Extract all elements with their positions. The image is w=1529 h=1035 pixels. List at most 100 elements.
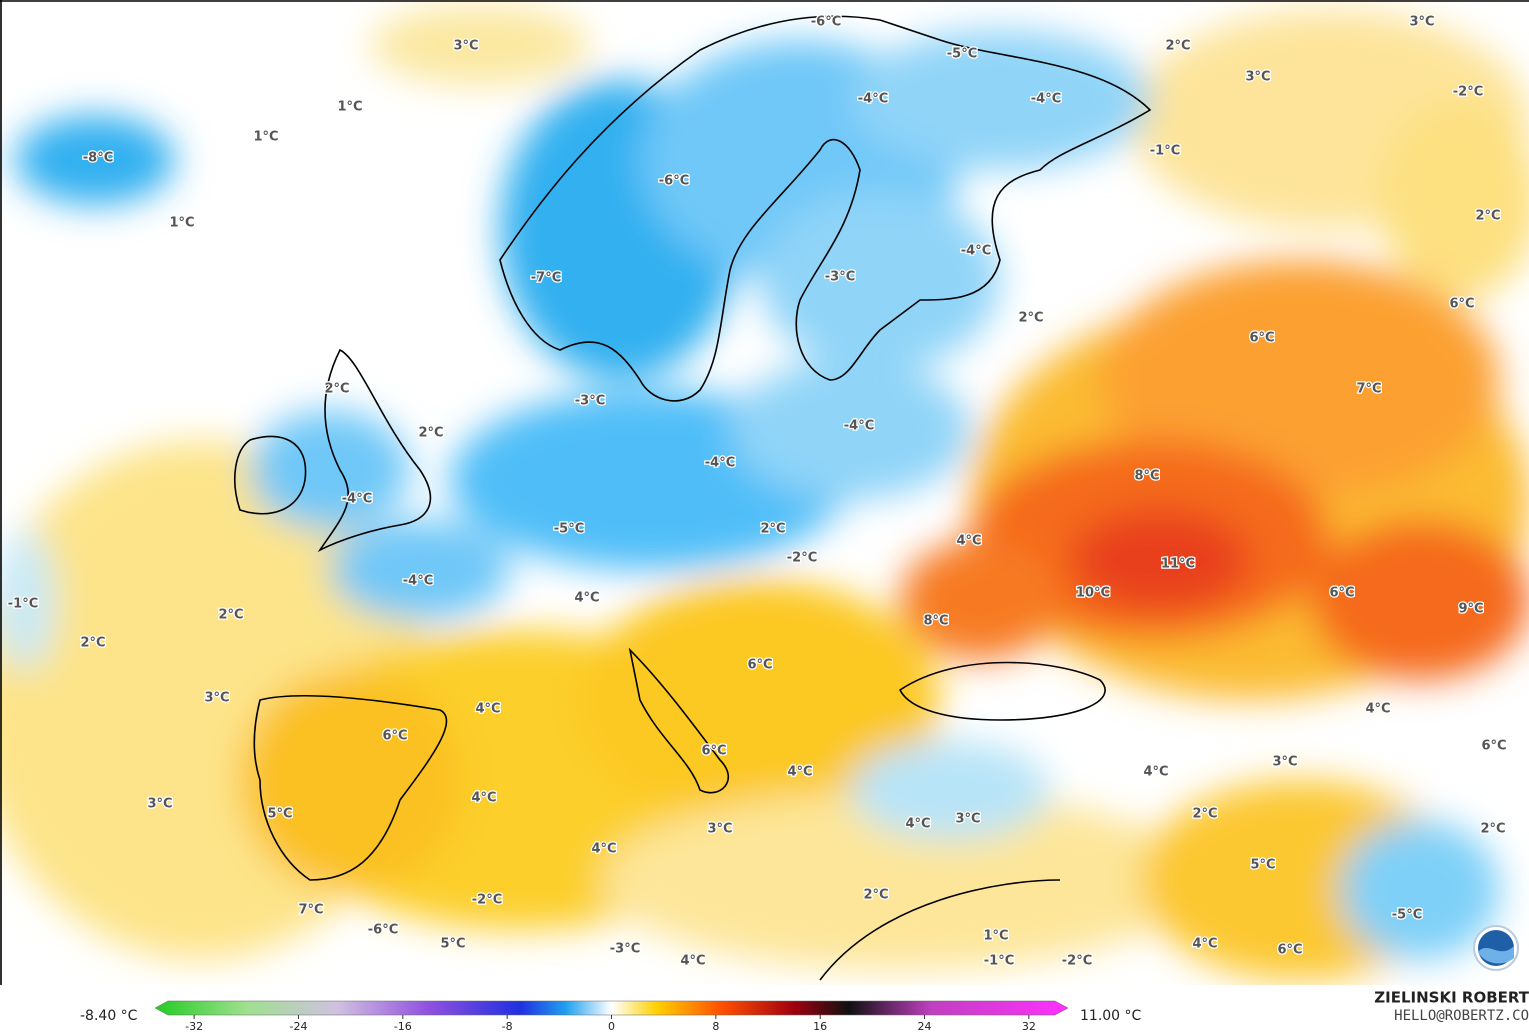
temperature-label: 2°C bbox=[1165, 39, 1190, 54]
colorbar-ticks: -32 -24 -16 -8 0 8 16 24 32 bbox=[185, 1015, 1036, 1033]
frame bbox=[0, 0, 1529, 985]
temperature-label: 4°C bbox=[574, 591, 599, 606]
temperature-label: -2°C bbox=[1453, 85, 1483, 100]
temperature-label: -1°C bbox=[8, 597, 38, 612]
temperature-label: 2°C bbox=[418, 426, 443, 441]
temperature-label: -3°C bbox=[610, 942, 640, 957]
temperature-label: 1°C bbox=[169, 216, 194, 231]
temperature-label: 5°C bbox=[267, 807, 292, 822]
colorbar-tick-label: 32 bbox=[1022, 1020, 1036, 1033]
temperature-label: -1°C bbox=[1150, 144, 1180, 159]
colorbar-tick-label: 0 bbox=[608, 1020, 615, 1033]
temperature-label: -3°C bbox=[825, 270, 855, 285]
colorbar-tick-label: 16 bbox=[813, 1020, 827, 1033]
noaa-logo bbox=[1473, 925, 1519, 971]
temperature-label: 8°C bbox=[923, 614, 948, 629]
credit: ZIELINSKI ROBERT bbox=[1374, 989, 1529, 1007]
temperature-label: 2°C bbox=[1475, 209, 1500, 224]
temperature-label: 9°C bbox=[1458, 602, 1483, 617]
temperature-label: -4°C bbox=[705, 456, 735, 471]
field-blobs bbox=[0, 5, 1529, 980]
temperature-label: -1°C bbox=[984, 954, 1014, 969]
colorbar-tick-label: -16 bbox=[394, 1020, 412, 1033]
temperature-label: 7°C bbox=[298, 903, 323, 918]
temperature-label: -5°C bbox=[554, 522, 584, 537]
temperature-label: 6°C bbox=[747, 658, 772, 673]
temperature-label: 2°C bbox=[863, 888, 888, 903]
temperature-label: 6°C bbox=[701, 744, 726, 759]
temperature-label: 6°C bbox=[1329, 586, 1354, 601]
temperature-label: 3°C bbox=[1245, 70, 1270, 85]
temperature-label: -2°C bbox=[472, 893, 502, 908]
temperature-label: -4°C bbox=[961, 244, 991, 259]
temperature-label: 3°C bbox=[955, 812, 980, 827]
temperature-label: 6°C bbox=[1481, 739, 1506, 754]
italy-outline bbox=[628, 647, 729, 794]
temperature-label: -6°C bbox=[368, 923, 398, 938]
temperature-label: 4°C bbox=[471, 791, 496, 806]
coastlines bbox=[0, 0, 1529, 985]
scandinavia-outline bbox=[499, 15, 1152, 402]
temperature-label: 1°C bbox=[337, 100, 362, 115]
colorbar-tick-label: 24 bbox=[918, 1020, 932, 1033]
iberia-outline bbox=[253, 695, 448, 881]
temperature-label: 4°C bbox=[787, 765, 812, 780]
temperature-field bbox=[0, 5, 1529, 980]
temperature-label: 4°C bbox=[1192, 937, 1217, 952]
temperature-label: -2°C bbox=[1062, 954, 1092, 969]
temperature-label: 2°C bbox=[1480, 822, 1505, 837]
temperature-label: 4°C bbox=[1365, 702, 1390, 717]
temperature-label: -4°C bbox=[844, 419, 874, 434]
temperature-label: 6°C bbox=[382, 729, 407, 744]
temperature-label: 4°C bbox=[956, 534, 981, 549]
temperature-label: 4°C bbox=[905, 817, 930, 832]
temperature-label: -2°C bbox=[787, 551, 817, 566]
max-label: 11.00 °C bbox=[1080, 1008, 1142, 1024]
temperature-label: 3°C bbox=[1409, 15, 1434, 30]
temperature-label: 7°C bbox=[1356, 382, 1381, 397]
north-africa-coast bbox=[819, 879, 1061, 981]
colorbar-tick-label: -24 bbox=[289, 1020, 307, 1033]
temperature-label: -4°C bbox=[858, 92, 888, 107]
temperature-label: 3°C bbox=[1272, 755, 1297, 770]
temperature-label: 2°C bbox=[324, 382, 349, 397]
temperature-label: 2°C bbox=[760, 522, 785, 537]
temperature-label: -4°C bbox=[342, 492, 372, 507]
temperature-label: -4°C bbox=[403, 574, 433, 589]
temperature-label: -7°C bbox=[531, 271, 561, 286]
temperature-label: 2°C bbox=[218, 608, 243, 623]
britain-outline bbox=[317, 348, 432, 553]
temperature-label: 4°C bbox=[475, 702, 500, 717]
temperature-label: 8°C bbox=[1134, 469, 1159, 484]
temperature-label: 5°C bbox=[440, 937, 465, 952]
temperature-label: -4°C bbox=[1031, 92, 1061, 107]
ireland-outline bbox=[234, 435, 307, 515]
colorbar-tick-label: -8 bbox=[502, 1020, 513, 1033]
black-sea-outline bbox=[898, 661, 1106, 721]
temperature-label: 6°C bbox=[1249, 331, 1274, 346]
temperature-label: 3°C bbox=[453, 39, 478, 54]
temperature-label: 4°C bbox=[591, 842, 616, 857]
temperature-label: -6°C bbox=[659, 174, 689, 189]
colorbar bbox=[154, 1000, 1069, 1016]
temperature-label: 3°C bbox=[707, 822, 732, 837]
min-label: -8.40 °C bbox=[80, 1008, 138, 1024]
temperature-label: 2°C bbox=[80, 636, 105, 651]
temperature-label: 4°C bbox=[1143, 765, 1168, 780]
email: HELLO@ROBERTZ.CO bbox=[1394, 1008, 1529, 1024]
temperature-label: -5°C bbox=[947, 47, 977, 62]
temperature-label: 3°C bbox=[147, 797, 172, 812]
temperature-label: 2°C bbox=[1192, 807, 1217, 822]
temperature-label: 11°C bbox=[1161, 557, 1195, 572]
temperature-label: -3°C bbox=[575, 394, 605, 409]
colorbar-tick-label: -32 bbox=[185, 1020, 203, 1033]
temperature-label: -8°C bbox=[83, 151, 113, 166]
colorbar-tick-label: 8 bbox=[712, 1020, 719, 1033]
temperature-label: 2°C bbox=[1018, 311, 1043, 326]
temperature-label: 4°C bbox=[680, 954, 705, 969]
temperature-label: 6°C bbox=[1449, 297, 1474, 312]
temperature-label: -5°C bbox=[1392, 908, 1422, 923]
temperature-label: -6°C bbox=[811, 15, 841, 30]
